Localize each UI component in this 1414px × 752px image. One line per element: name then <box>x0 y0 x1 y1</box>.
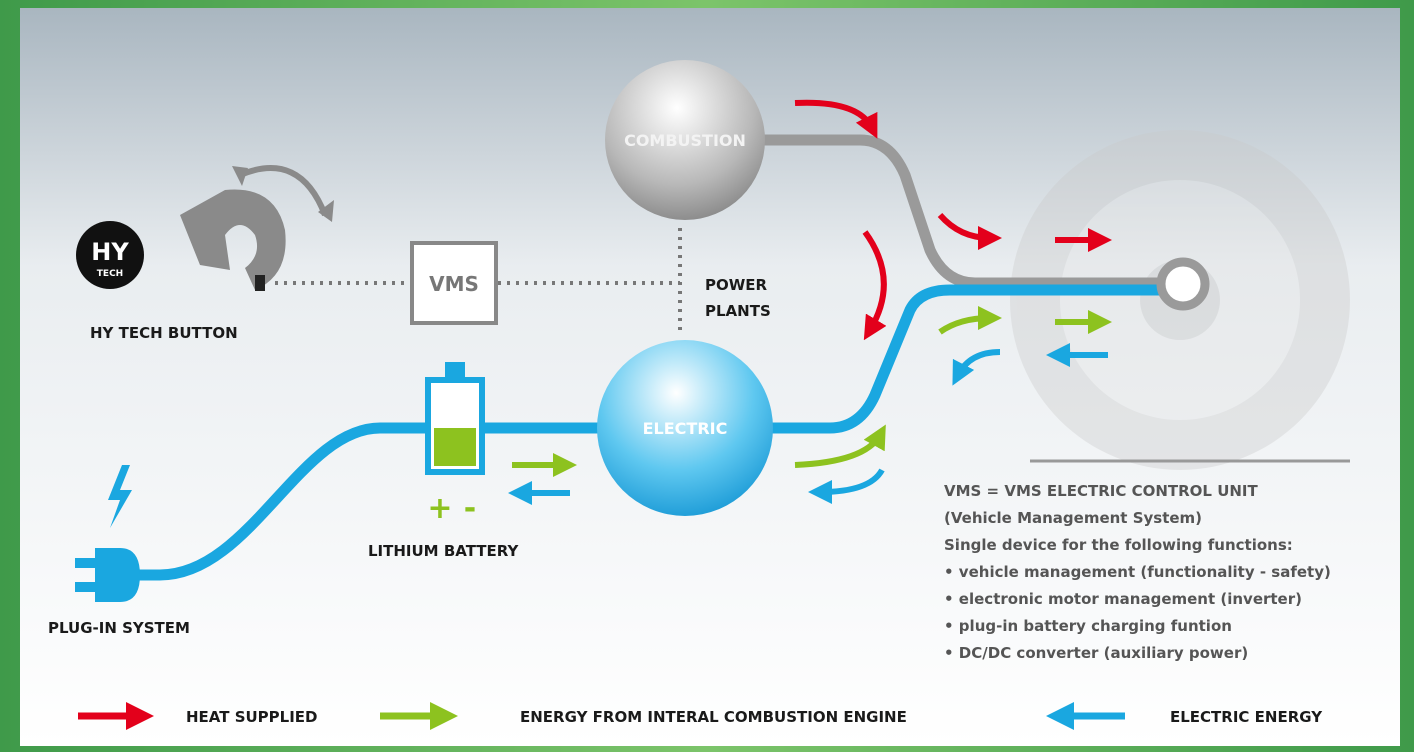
logo-bottom: TECH <box>97 269 123 279</box>
vms-box <box>410 241 498 325</box>
battery-cap <box>445 362 465 378</box>
legend-label: HEAT SUPPLIED <box>186 708 318 726</box>
rotate-arrow-heads <box>232 166 334 222</box>
info-item: • electronic motor management (inverter) <box>944 590 1302 608</box>
power-plants-label: POWER <box>705 276 768 294</box>
lightning <box>108 465 132 528</box>
rotate-arrow <box>238 165 328 217</box>
info-item: • plug-in battery charging funtion <box>944 617 1232 635</box>
legend-label: ENERGY FROM INTERAL COMBUSTION ENGINE <box>520 708 907 726</box>
info-item: • vehicle management (functionality - sa… <box>944 563 1331 581</box>
vms-label: VMS <box>429 272 479 296</box>
info-intro: Single device for the following function… <box>944 536 1293 554</box>
hy-tech-button-label: HY TECH BUTTON <box>90 324 238 342</box>
cable <box>120 422 600 581</box>
logo <box>76 221 144 289</box>
power-plants-label: PLANTS <box>705 302 771 320</box>
info-subtitle: (Vehicle Management System) <box>944 509 1202 527</box>
hand-icon <box>180 189 286 291</box>
info-item: • DC/DC converter (auxiliary power) <box>944 644 1248 662</box>
legend-label: ELECTRIC ENERGY <box>1170 708 1323 726</box>
battery-plus: + <box>427 491 452 526</box>
plug <box>75 548 140 602</box>
flow-arrows <box>508 99 1112 505</box>
combustion-line <box>760 134 1160 289</box>
combustion-sphere <box>605 60 765 220</box>
electric-sphere <box>597 340 773 516</box>
combustion-label: COMBUSTION <box>624 131 746 150</box>
electric-line <box>770 284 1160 434</box>
plug-in-label: PLUG-IN SYSTEM <box>48 619 190 637</box>
logo-top: HY <box>91 238 129 266</box>
lithium-battery-label: LITHIUM BATTERY <box>368 542 519 560</box>
battery-minus: - <box>464 491 476 526</box>
electric-label: ELECTRIC <box>643 419 728 438</box>
hub <box>1156 257 1210 311</box>
info-title: VMS = VMS ELECTRIC CONTROL UNIT <box>944 482 1259 500</box>
battery-charge <box>434 428 476 466</box>
